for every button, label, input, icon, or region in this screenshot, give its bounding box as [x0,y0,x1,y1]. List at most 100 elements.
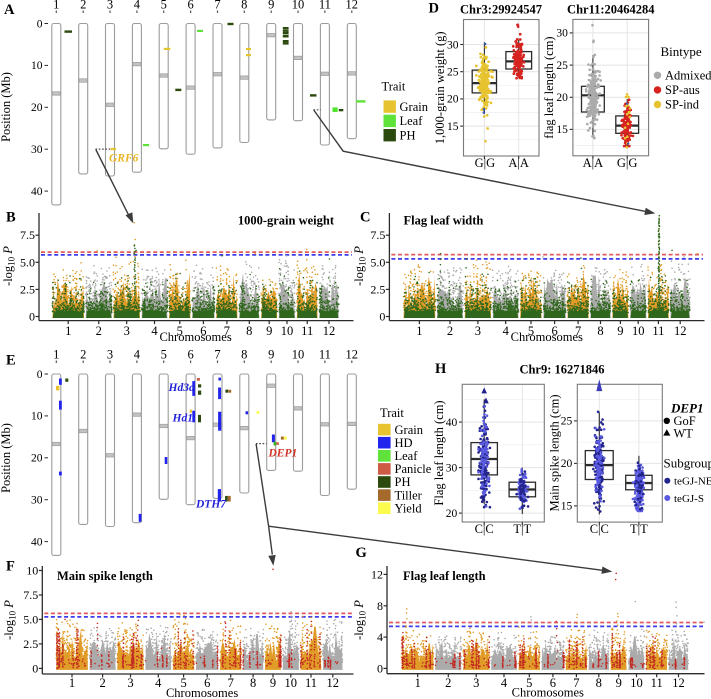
svg-text:PH: PH [400,128,416,142]
svg-text:7.5: 7.5 [370,228,385,242]
svg-text:2: 2 [96,324,102,338]
svg-text:10: 10 [630,676,643,690]
svg-text:12: 12 [674,324,687,338]
svg-text:10: 10 [26,564,38,578]
svg-text:HD: HD [395,436,413,450]
svg-text:10: 10 [31,411,43,423]
svg-text:25: 25 [561,416,573,428]
svg-text:Grain: Grain [395,423,424,437]
svg-text:0: 0 [379,310,385,324]
svg-text:10: 10 [292,0,305,12]
svg-text:6: 6 [187,0,193,12]
svg-text:1000-grain weight: 1000-grain weight [238,214,335,228]
svg-text:30: 30 [31,495,43,507]
svg-text:Chr3:29924547: Chr3:29924547 [460,3,542,17]
svg-text:2.5: 2.5 [23,637,38,651]
svg-text:Flag leaf length: Flag leaf length [403,569,486,583]
svg-text:Leaf: Leaf [395,449,419,463]
svg-text:0: 0 [377,661,383,675]
svg-text:Chromosomes: Chromosomes [511,330,583,344]
svg-text:6: 6 [551,324,557,338]
svg-text:5: 5 [180,676,186,690]
svg-text:0: 0 [37,369,43,381]
svg-text:Main spike length: Main spike length [57,569,153,583]
svg-text:5.0: 5.0 [23,612,38,626]
svg-text:H: H [435,361,447,377]
svg-text:1: 1 [69,676,75,690]
svg-text:3: 3 [107,348,113,362]
svg-text:GRF6: GRF6 [109,153,139,165]
svg-text:7: 7 [214,348,220,362]
svg-text:C|C: C|C [590,522,609,536]
svg-text:8: 8 [597,324,603,338]
svg-text:B: B [6,210,16,226]
svg-text:4: 4 [377,630,383,644]
svg-text:DEP1: DEP1 [670,401,704,416]
svg-text:5: 5 [161,348,167,362]
svg-text:Subgroup: Subgroup [664,456,711,471]
svg-text:T|T: T|T [513,522,531,536]
svg-text:20: 20 [556,92,568,104]
svg-text:DTH7: DTH7 [195,498,227,510]
svg-text:8: 8 [241,0,247,12]
svg-text:12: 12 [672,676,685,690]
svg-text:20: 20 [31,102,43,114]
svg-text:Chr11:20464284: Chr11:20464284 [567,3,655,17]
svg-text:8: 8 [241,348,247,362]
svg-text:15: 15 [561,501,573,513]
svg-text:WT: WT [674,426,694,440]
svg-text:G|G: G|G [475,156,496,170]
svg-text:SP-aus: SP-aus [665,83,700,97]
svg-text:Grain: Grain [400,100,429,114]
svg-text:4: 4 [503,324,510,338]
svg-text:20: 20 [31,453,43,465]
svg-text:3: 3 [127,676,133,690]
svg-text:Bintype: Bintype [661,44,702,59]
svg-text:25: 25 [447,67,459,79]
svg-text:3: 3 [473,676,479,690]
svg-text:4: 4 [134,0,141,12]
svg-text:5.0: 5.0 [370,255,385,269]
svg-text:4: 4 [134,348,141,362]
svg-text:T|T: T|T [630,522,648,536]
svg-text:5: 5 [528,324,534,338]
svg-text:-log10 P: -log10 P [1,246,17,286]
svg-text:C|C: C|C [475,522,494,536]
svg-text:9: 9 [270,676,276,690]
svg-text:Hd1: Hd1 [172,412,193,424]
svg-text:0: 0 [37,18,43,30]
svg-text:7: 7 [573,676,579,690]
svg-text:9: 9 [617,324,623,338]
svg-text:8: 8 [250,676,256,690]
svg-text:3: 3 [475,324,481,338]
svg-text:11: 11 [651,676,663,690]
svg-text:Flag leaf width: Flag leaf width [404,214,484,228]
svg-text:GoF: GoF [674,414,696,428]
svg-text:Chromosomes: Chromosomes [512,686,584,699]
svg-text:5: 5 [161,0,167,12]
svg-text:2.5: 2.5 [20,282,35,296]
svg-text:7: 7 [224,324,230,338]
svg-text:Position (Mb): Position (Mb) [0,423,13,493]
svg-text:11: 11 [652,324,664,338]
svg-text:Admixed: Admixed [665,69,711,83]
svg-text:E: E [6,353,16,369]
svg-text:9: 9 [268,348,274,362]
svg-text:teGJ-NE: teGJ-NE [674,476,711,488]
svg-text:-log10 P: -log10 P [2,600,18,640]
svg-text:8: 8 [377,599,383,613]
svg-text:10: 10 [292,348,305,362]
svg-text:7.5: 7.5 [20,228,35,242]
svg-text:9: 9 [266,324,272,338]
svg-text:6: 6 [550,676,556,690]
svg-text:1: 1 [416,324,422,338]
svg-text:4: 4 [501,676,508,690]
svg-text:flag leaf length (cm): flag leaf length (cm) [542,36,556,138]
svg-text:6: 6 [200,324,206,338]
svg-text:8: 8 [596,676,602,690]
svg-text:Flag leaf length (cm): Flag leaf length (cm) [432,400,446,505]
svg-text:4: 4 [151,324,158,338]
svg-text:20: 20 [446,508,458,520]
svg-text:Yield: Yield [395,501,423,515]
svg-text:30: 30 [446,462,458,474]
